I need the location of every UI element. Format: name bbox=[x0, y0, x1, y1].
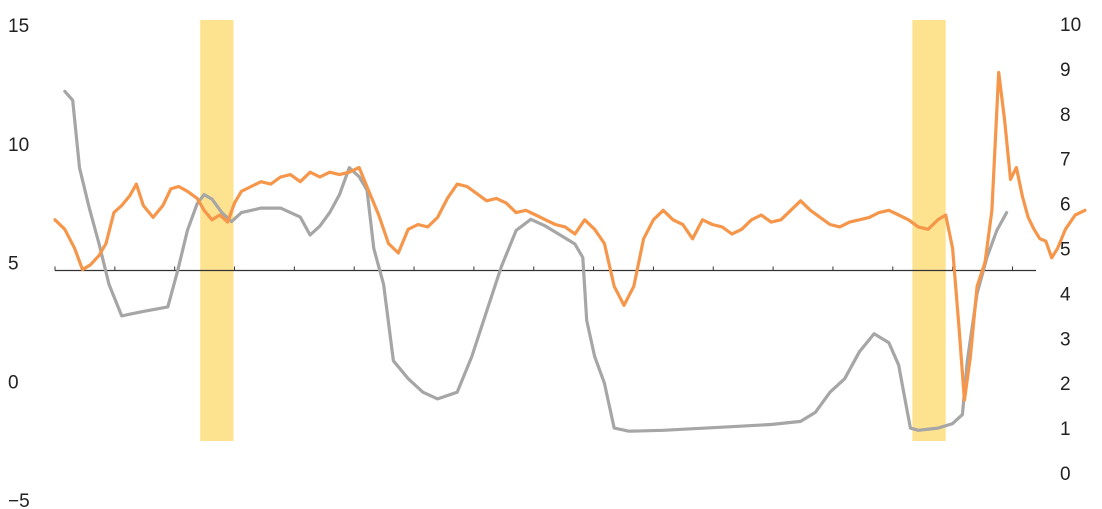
right-tick-label: 1 bbox=[1060, 419, 1071, 440]
right-tick-label: 6 bbox=[1060, 195, 1071, 216]
series-line-1 bbox=[53, 70, 1087, 402]
shaded-periods bbox=[200, 20, 946, 441]
right-tick-label: 4 bbox=[1060, 284, 1071, 305]
left-tick-label: 10 bbox=[8, 135, 29, 156]
x-axis bbox=[54, 266, 1036, 272]
right-tick-label: 0 bbox=[1060, 464, 1071, 485]
right-tick-label: 9 bbox=[1060, 60, 1071, 81]
series-orange bbox=[53, 70, 1087, 402]
left-tick-label: 5 bbox=[8, 254, 19, 275]
right-tick-label: 7 bbox=[1060, 150, 1071, 171]
right-tick-label: 8 bbox=[1060, 105, 1071, 126]
right-tick-label: 5 bbox=[1060, 240, 1071, 261]
left-tick-label: 0 bbox=[8, 372, 19, 393]
left-tick-label: −5 bbox=[8, 491, 30, 509]
left-tick-label: 15 bbox=[8, 16, 29, 37]
right-tick-label: 3 bbox=[1060, 329, 1071, 350]
series-grey bbox=[63, 89, 1009, 433]
shaded-period-1 bbox=[200, 20, 234, 441]
right-tick-label: 10 bbox=[1060, 15, 1081, 36]
right-tick-label: 2 bbox=[1060, 374, 1071, 395]
left-axis-ticks: 15 10 5 0 −5 bbox=[8, 16, 30, 509]
series-line-2 bbox=[63, 89, 1009, 433]
